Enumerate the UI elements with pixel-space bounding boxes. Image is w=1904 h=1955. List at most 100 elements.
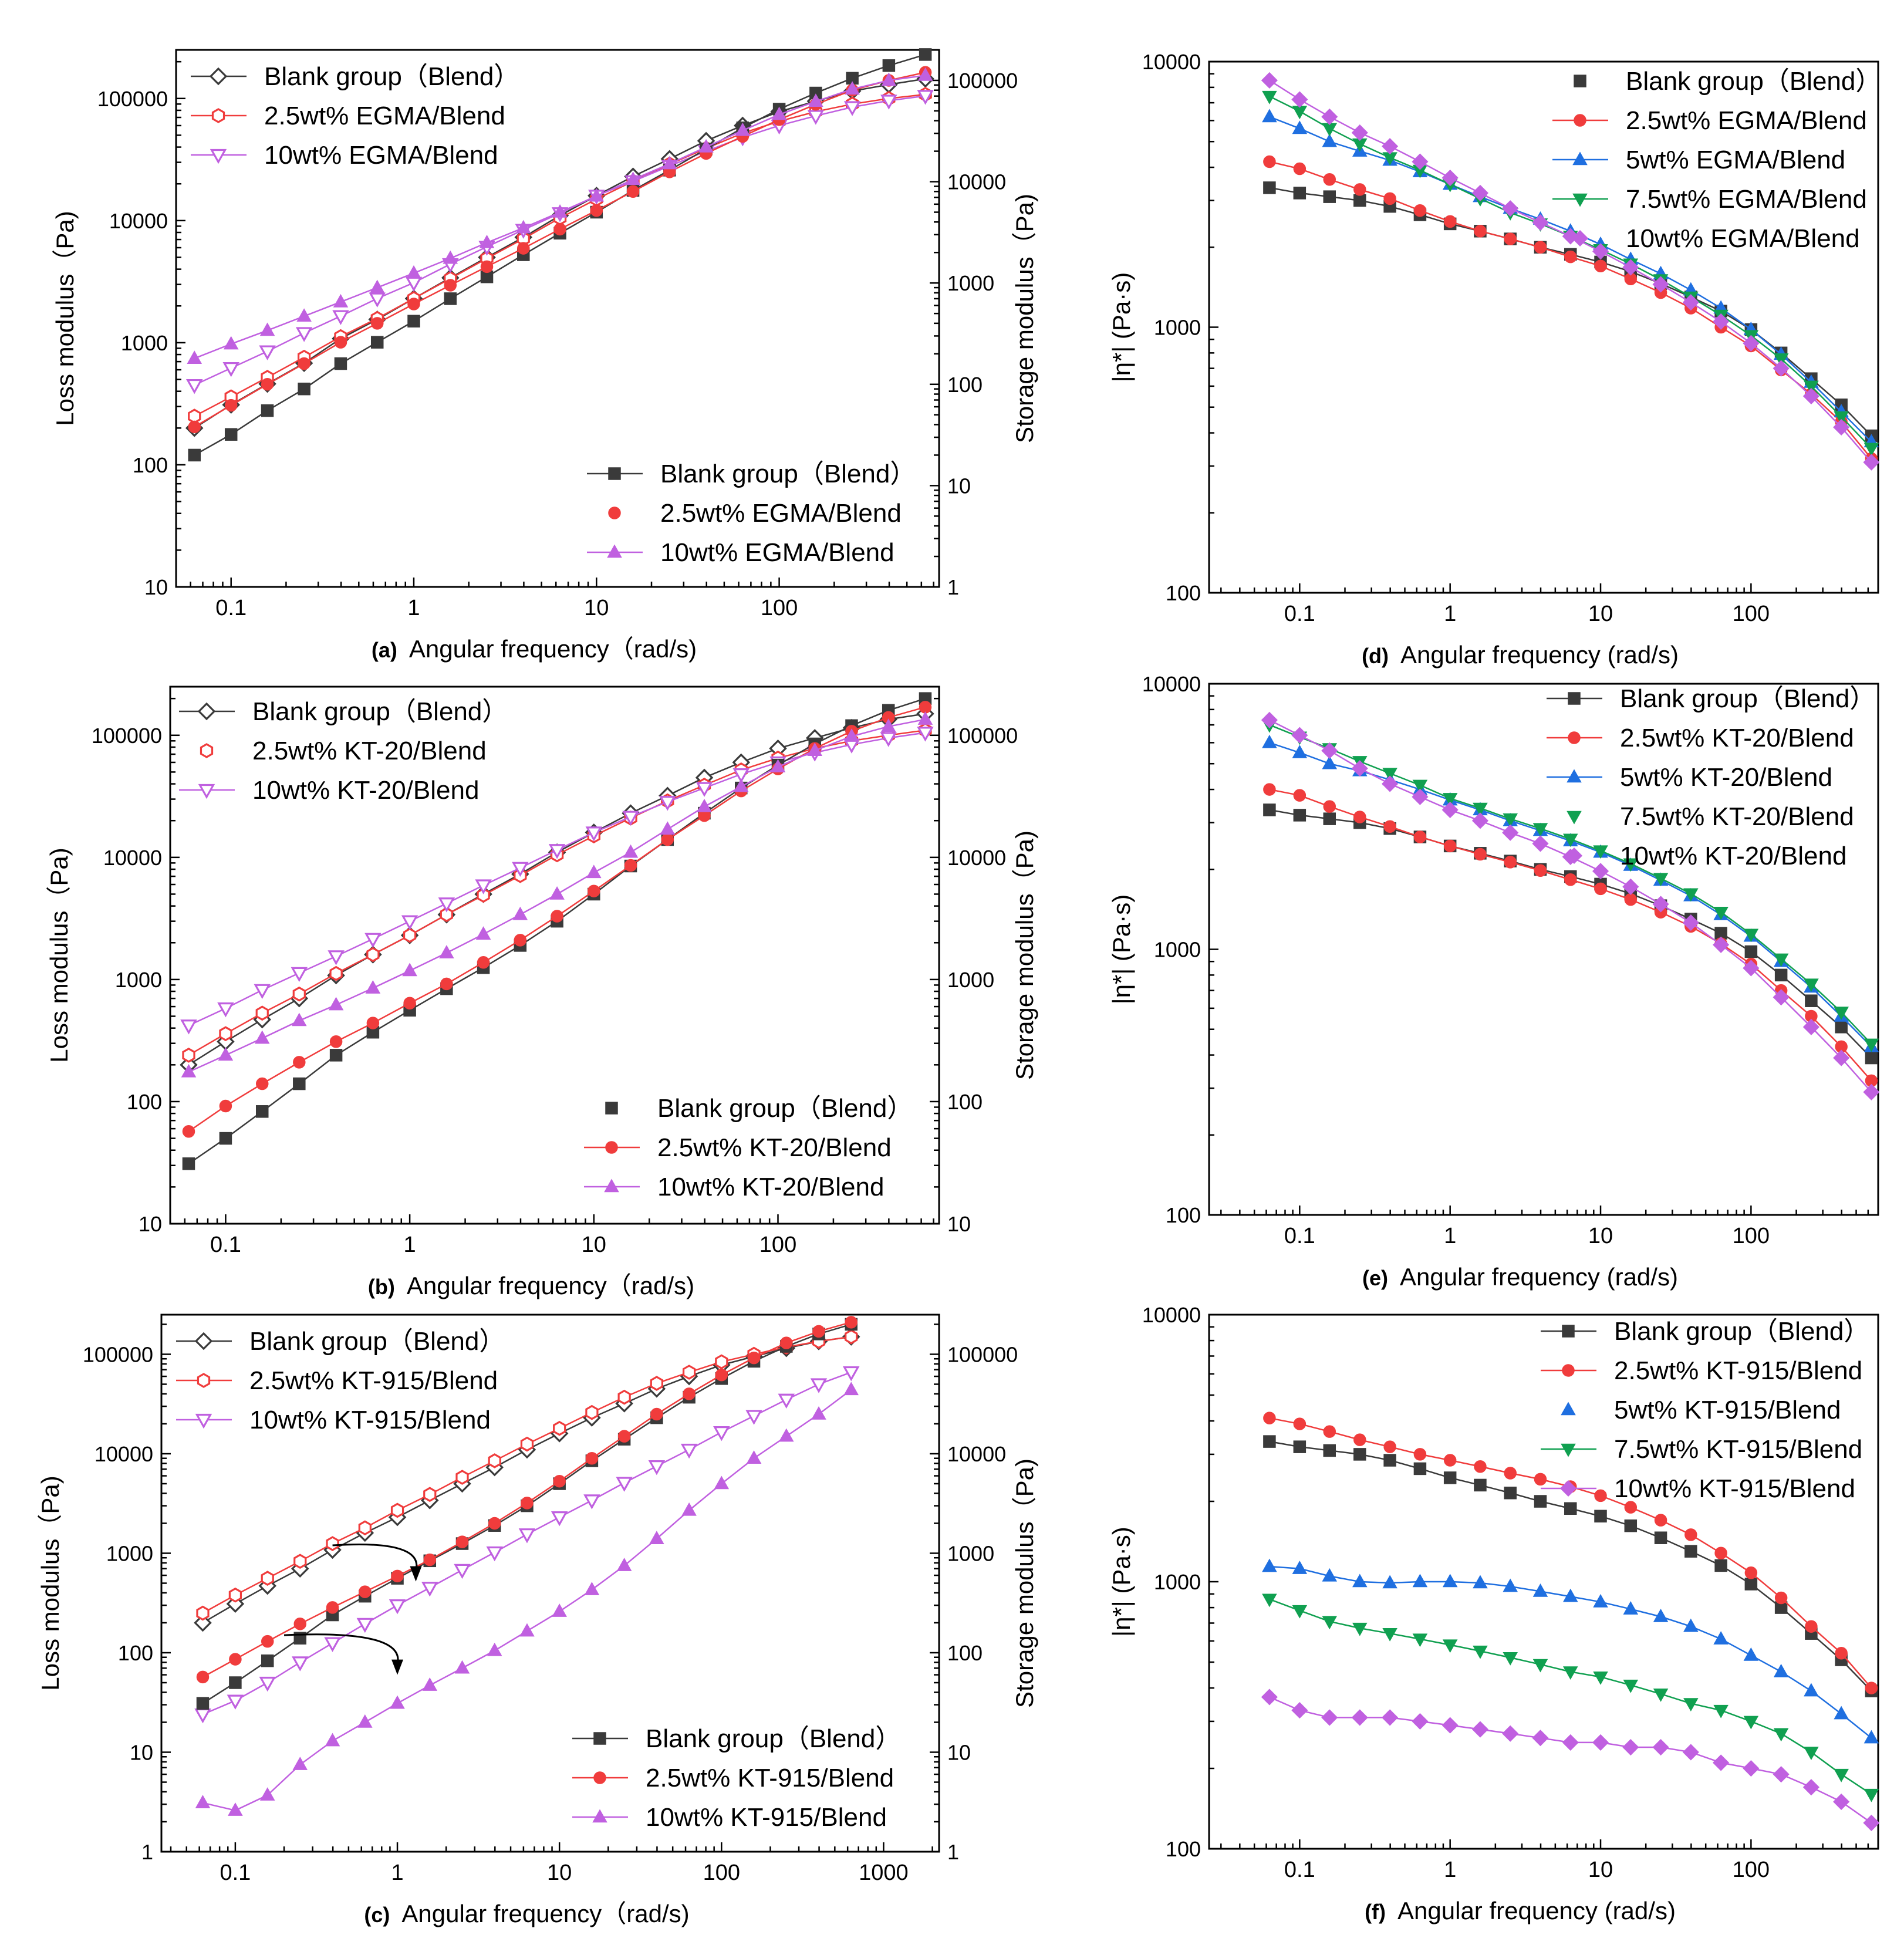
data-point [229,1653,242,1666]
data-point [1804,978,1819,992]
data-point [585,1404,599,1420]
data-point [1654,1514,1667,1527]
data-point [480,260,494,274]
panel-c: 0.1 1 10 100 1000 1 10 100 1000 10000 100000 1 10 100… [36,1314,1038,1927]
data-point [1383,1440,1396,1453]
y-tick-label: 10 [130,1740,153,1764]
x-axis-label: (e) Angular frequency (rad/s) [1362,1263,1678,1291]
data-point [771,106,787,120]
y2-tick-label: 10 [947,1212,971,1236]
data-point [1834,1007,1849,1021]
data-point [697,798,712,812]
data-point [1474,847,1487,861]
y2-tick-label: 100 [947,373,983,397]
x-axis-title: Angular frequency（rad/s) [409,635,697,663]
x-axis-title: Angular frequency（rad/s) [407,1272,694,1299]
data-point [1834,1706,1849,1720]
panel-c-plot-area [194,1316,860,1816]
data-point [422,1677,438,1691]
y2-tick-label: 10 [947,474,971,498]
data-point [1532,214,1549,231]
data-point [1412,1633,1428,1647]
data-point [812,1325,825,1338]
data-point [1473,802,1488,816]
data-point [488,1453,501,1468]
y2-tick-label: 10000 [947,1442,1006,1466]
data-point [1261,711,1278,728]
data-point [1474,225,1487,238]
data-point [219,1026,232,1042]
data-point [881,72,897,86]
data-point [514,934,527,947]
data-point [661,833,674,846]
legend-marker [194,1332,213,1350]
x-tick-label: 1 [407,596,420,620]
data-point [1834,1768,1849,1782]
x-tick-label: 100 [761,596,798,620]
data-point [583,1494,600,1510]
y-tick-label: 1000 [115,968,162,992]
data-point [617,1389,631,1405]
panel-d-plot-area [1261,72,1880,471]
data-point [222,362,239,377]
legend-marker [604,1179,619,1193]
data-point [333,293,349,308]
data-point [713,1426,730,1441]
data-point [714,1475,730,1490]
series-5wt-kt-915-blend [1262,1558,1879,1744]
data-point [293,1056,306,1069]
data-point [1383,1454,1396,1467]
data-point [180,1019,197,1035]
data-point [259,345,276,360]
data-point [1804,1747,1819,1760]
legend-label: 10wt% EGMA/Blend [264,141,498,170]
data-point [1351,1709,1368,1726]
data-point [255,1105,269,1118]
data-point [1562,1588,1578,1602]
data-point [298,382,310,396]
data-point [1834,411,1849,425]
y2-tick-label: 10 [947,1740,971,1764]
legend-top-left: Blank group（Blend） 2.5wt% KT-915/Blend 10w… [176,1327,505,1434]
data-point [845,1329,858,1345]
data-point [1473,1645,1488,1659]
data-point [334,357,347,370]
data-point [1291,91,1308,108]
data-point [696,782,713,797]
legend-top-left: Blank group（Blend） 2.5wt% EGMA/Blend 10wt%… [191,62,519,170]
legend-label: 10wt% EGMA/Blend [1626,224,1860,253]
data-point [1353,811,1366,823]
data-point [1713,1704,1729,1718]
data-point [1534,864,1547,877]
y2-tick-label: 1000 [947,1541,994,1565]
legend-marker [1561,1443,1576,1457]
data-point [1624,1501,1638,1514]
data-point [1382,138,1399,155]
data-point [1624,893,1638,906]
legend-label: 2.5wt% KT-20/Blend [1620,724,1854,752]
data-point [1835,1021,1848,1034]
data-point [324,1637,341,1652]
x-axis-label: (a) Angular frequency（rad/s) [372,635,697,663]
data-point [585,1451,599,1465]
x-axis-title: Angular frequency (rad/s) [1400,641,1679,668]
data-point [811,1406,826,1420]
data-point [423,1553,437,1566]
data-point [1412,1713,1429,1730]
y2-tick-label: 1000 [947,271,994,295]
y-tick-label: 10 [144,575,168,599]
data-point [1474,1460,1487,1473]
data-point [1773,360,1790,377]
data-point [623,844,639,858]
y-tick-label: 100000 [83,1342,153,1366]
x-tick-label: 100 [1733,1858,1770,1882]
x-tick-label: 1 [391,1861,403,1885]
data-point [1805,994,1818,1007]
legend-top-left: Blank group（Blend） 2.5wt% KT-20/Blend 10wt… [179,697,508,805]
data-point [624,859,637,872]
data-point [1713,1754,1730,1771]
data-point [520,1436,534,1452]
data-point [1562,1734,1579,1751]
data-point [616,1558,632,1571]
y2-tick-label: 1 [947,1840,959,1864]
